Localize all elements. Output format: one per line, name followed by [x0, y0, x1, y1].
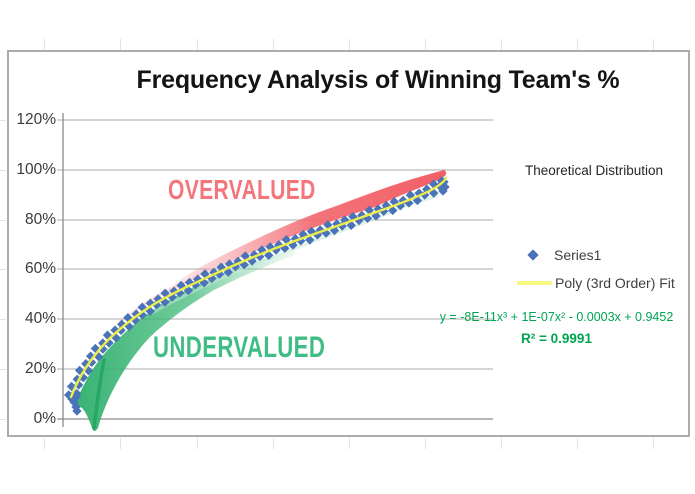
worksheet-gridline — [653, 39, 654, 50]
worksheet-gridline — [0, 120, 6, 121]
y-tick-120: 120% — [16, 111, 56, 128]
chart-object[interactable] — [7, 50, 690, 437]
legend-poly-fit[interactable]: Poly (3rd Order) Fit — [555, 275, 675, 291]
worksheet-gridline — [425, 39, 426, 50]
worksheet-gridline — [0, 369, 6, 370]
worksheet-gridline — [273, 39, 274, 50]
worksheet-gridline — [653, 438, 654, 449]
trendline-equation: y = -8E-11x³ + 1E-07x² - 0.0003x + 0.945… — [439, 310, 674, 324]
poly-fit-line-icon — [517, 281, 552, 285]
worksheet-gridline — [0, 419, 6, 420]
worksheet-gridline — [197, 39, 198, 50]
worksheet-gridline — [501, 438, 502, 449]
worksheet-gridline — [0, 170, 6, 171]
overvalued-annotation: OVERVALUED — [168, 174, 316, 205]
y-tick-80: 80% — [24, 211, 56, 228]
trendline-r-squared: R² = 0.9991 — [521, 331, 592, 346]
legend-series1[interactable]: Series1 — [554, 247, 602, 263]
worksheet-gridline — [349, 39, 350, 50]
worksheet-gridline — [0, 319, 6, 320]
worksheet-gridline — [425, 438, 426, 449]
y-tick-0: 0% — [33, 410, 56, 427]
y-tick-100: 100% — [16, 161, 56, 178]
legend-theoretical-distribution[interactable]: Theoretical Distribution — [524, 163, 664, 178]
worksheet-gridline — [120, 438, 121, 449]
worksheet-gridline — [349, 438, 350, 449]
chart-title[interactable]: Frequency Analysis of Winning Team's % — [136, 66, 620, 94]
worksheet-gridline — [197, 438, 198, 449]
worksheet-gridline — [120, 39, 121, 50]
worksheet-gridline — [44, 438, 45, 449]
worksheet-gridline — [44, 39, 45, 50]
worksheet-gridline — [577, 39, 578, 50]
worksheet-gridline — [577, 438, 578, 449]
worksheet-gridline — [0, 220, 6, 221]
worksheet-gridline — [501, 39, 502, 50]
undervalued-annotation: UNDERVALUED — [153, 331, 326, 364]
worksheet-gridline — [273, 438, 274, 449]
worksheet-gridline — [0, 269, 6, 270]
y-tick-60: 60% — [24, 260, 56, 277]
y-tick-20: 20% — [24, 360, 56, 377]
y-tick-40: 40% — [24, 310, 56, 327]
